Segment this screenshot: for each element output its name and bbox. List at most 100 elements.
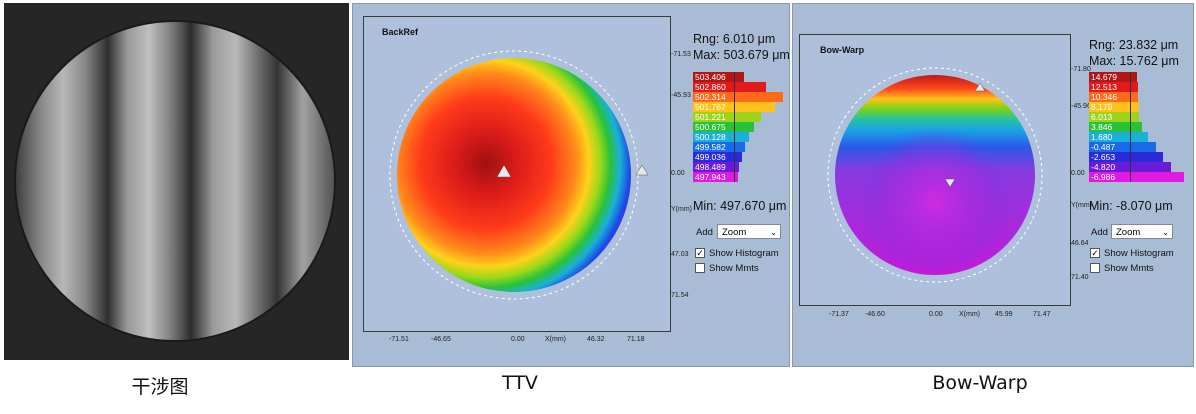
ttv-surface: [397, 58, 631, 292]
histogram-row: -0.487: [1089, 142, 1189, 152]
bow-warp-add-label: Add: [1091, 227, 1108, 238]
bow-warp-wafer-outline: [827, 67, 1043, 283]
bow-warp-show-histogram-label: Show Histogram: [1104, 248, 1174, 259]
bow-warp-zoom-select[interactable]: Zoom ⌄: [1111, 224, 1173, 239]
histogram-row: 497.943: [693, 172, 787, 182]
caption-interference: 干涉图: [131, 376, 189, 398]
histogram-row: -6.986: [1089, 172, 1189, 182]
histogram-bar: [735, 102, 775, 112]
histogram-row: 498.489: [693, 162, 787, 172]
histogram-row: 501.221: [693, 112, 787, 122]
ttv-zoom-value: Zoom: [722, 227, 747, 238]
ttv-show-histogram-checkbox[interactable]: ✓: [695, 248, 705, 258]
bow-warp-show-mmts-label: Show Mmts: [1104, 263, 1154, 274]
histogram-bar: [735, 122, 754, 132]
ttv-y-tick: -45.93: [671, 92, 691, 99]
ttv-x-axis-label: X(mm): [545, 336, 566, 343]
bow-warp-wafer-map[interactable]: [800, 35, 1070, 305]
histogram-bar: [1131, 162, 1171, 172]
histogram-row: 500.128: [693, 132, 787, 142]
bow-warp-x-tick: -46.60: [865, 311, 885, 318]
histogram-row: 503.406: [693, 72, 787, 82]
bow-warp-y-tick: -45.96: [1071, 103, 1091, 110]
bow-warp-range: Rng: 23.832 μm: [1089, 38, 1179, 52]
bow-warp-y-tick: -71.80: [1071, 66, 1091, 73]
bow-warp-show-mmts-checkbox[interactable]: [1090, 263, 1100, 273]
histogram-bar: [1131, 172, 1184, 182]
ttv-x-tick: 71.18: [627, 336, 645, 343]
bow-warp-show-histogram-checkbox[interactable]: ✓: [1090, 248, 1100, 258]
histogram-row: 499.036: [693, 152, 787, 162]
chevron-down-icon: ⌄: [770, 228, 777, 237]
bow-warp-y-tick: 0.00: [1071, 170, 1085, 177]
bow-warp-panel: Bow-Warp: [792, 3, 1194, 367]
histogram-bar: [1131, 112, 1139, 122]
bow-warp-min: Min: -8.070 μm: [1089, 199, 1173, 213]
histogram-bar: [1131, 102, 1139, 112]
histogram-row: 10.346: [1089, 92, 1189, 102]
histogram-label: 502.314: [693, 92, 735, 102]
bow-warp-x-axis-label: X(mm): [959, 311, 980, 318]
ttv-plot-title: BackRef: [382, 27, 419, 37]
histogram-label: 498.489: [693, 162, 735, 172]
histogram-row: 12.513: [1089, 82, 1189, 92]
histogram-label: 10.346: [1089, 92, 1131, 102]
histogram-bar: [1131, 122, 1142, 132]
histogram-label: 503.406: [693, 72, 735, 82]
bow-warp-histogram: 14.679 12.513 10.346 8.179 6.013 3.846 1.680 -0…: [1089, 72, 1189, 184]
histogram-row: 14.679: [1089, 72, 1189, 82]
histogram-label: 1.680: [1089, 132, 1131, 142]
ttv-wafer-map[interactable]: [364, 17, 670, 331]
ttv-panel: BackRef: [352, 3, 790, 367]
histogram-bar: [1131, 142, 1156, 152]
ttv-x-tick: -46.65: [431, 336, 451, 343]
ttv-min-marker-icon: [635, 164, 649, 176]
histogram-label: 502.860: [693, 82, 735, 92]
bow-warp-y-tick: 46.64: [1071, 240, 1089, 247]
ttv-x-tick: 46.32: [587, 336, 605, 343]
ttv-zoom-select[interactable]: Zoom ⌄: [717, 224, 781, 239]
histogram-label: 14.679: [1089, 72, 1131, 82]
ttv-y-tick: 71.54: [671, 292, 689, 299]
interferogram-image: [4, 3, 349, 360]
histogram-bar: [1131, 92, 1138, 102]
histogram-bar: [735, 82, 766, 92]
histogram-label: 8.179: [1089, 102, 1131, 112]
ttv-max-marker-icon: [496, 164, 512, 178]
chevron-down-icon: ⌄: [1162, 228, 1169, 237]
ttv-show-mmts-checkbox[interactable]: [695, 263, 705, 273]
histogram-label: -6.986: [1089, 172, 1131, 182]
interferogram-fringes: [4, 3, 349, 360]
histogram-label: 499.582: [693, 142, 735, 152]
histogram-bar: [1131, 152, 1163, 162]
histogram-bar: [735, 152, 742, 162]
histogram-row: 502.314: [693, 92, 787, 102]
histogram-label: 3.846: [1089, 122, 1131, 132]
histogram-label: -2.653: [1089, 152, 1131, 162]
histogram-row: 500.675: [693, 122, 787, 132]
histogram-bar: [1131, 132, 1148, 142]
histogram-label: 501.221: [693, 112, 735, 122]
ttv-x-tick: -71.51: [389, 336, 409, 343]
ttv-plot-area: BackRef: [363, 16, 671, 332]
histogram-row: -4.820: [1089, 162, 1189, 172]
histogram-bar: [735, 112, 761, 122]
ttv-max: Max: 503.679 μm: [693, 48, 790, 62]
bow-warp-zoom-value: Zoom: [1116, 227, 1141, 238]
histogram-row: 502.860: [693, 82, 787, 92]
histogram-bar: [735, 162, 739, 172]
ttv-min: Min: 497.670 μm: [693, 199, 787, 213]
histogram-label: 499.036: [693, 152, 735, 162]
bow-warp-max-marker-icon: [974, 82, 986, 92]
ttv-y-tick: -71.53: [671, 51, 691, 58]
histogram-bar: [1131, 72, 1137, 82]
bow-warp-x-tick: 45.99: [995, 311, 1013, 318]
histogram-bar: [735, 172, 738, 182]
histogram-row: 499.582: [693, 142, 787, 152]
ttv-show-mmts-label: Show Mmts: [709, 263, 759, 274]
histogram-label: -0.487: [1089, 142, 1131, 152]
bow-warp-plot-title: Bow-Warp: [820, 45, 865, 55]
histogram-bar: [735, 92, 783, 102]
histogram-label: 497.943: [693, 172, 735, 182]
histogram-label: 501.767: [693, 102, 735, 112]
